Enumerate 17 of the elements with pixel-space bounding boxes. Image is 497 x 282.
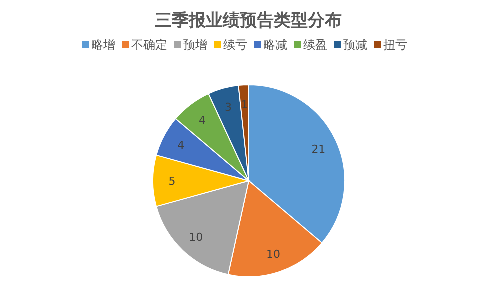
legend-label: 预增 — [184, 38, 208, 52]
data-label: 5 — [168, 175, 176, 188]
data-label: 3 — [224, 101, 232, 114]
legend-label: 预减 — [344, 38, 368, 52]
legend-label: 续盈 — [304, 38, 328, 52]
chart-title: 三季报业绩预告类型分布 — [155, 11, 342, 30]
legend-label: 略减 — [264, 38, 288, 52]
data-label: 4 — [178, 139, 185, 152]
legend-label: 不确定 — [132, 38, 168, 52]
legend-label: 续亏 — [224, 38, 248, 52]
data-label: 21 — [312, 142, 326, 156]
legend-label: 略增 — [92, 38, 116, 52]
data-label: 4 — [199, 114, 206, 127]
legend-label: 扭亏 — [384, 38, 408, 52]
data-label: 1 — [241, 98, 248, 112]
data-label: 10 — [189, 230, 204, 244]
data-label: 10 — [266, 248, 281, 261]
